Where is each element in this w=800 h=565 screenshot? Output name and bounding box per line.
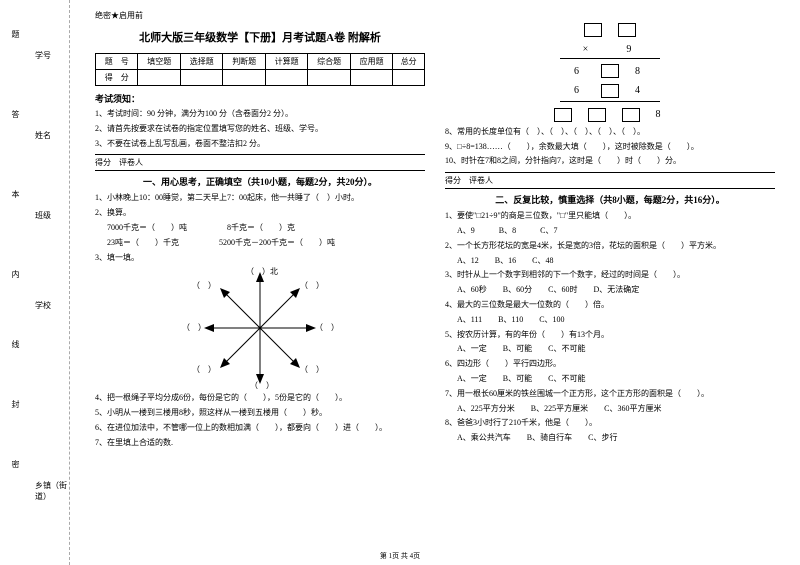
margin-vert: 题 bbox=[10, 30, 21, 38]
q6: 6、在进位加法中，不管哪一位上的数相加满（ ），都要向（ ）进（ ）。 bbox=[95, 422, 425, 435]
margin-label: 学号 bbox=[35, 50, 51, 61]
margin-vert: 密 bbox=[10, 460, 21, 468]
th: 填空题 bbox=[138, 54, 180, 70]
margin-vert: 封 bbox=[10, 400, 21, 408]
td bbox=[138, 70, 180, 86]
th: 综合题 bbox=[308, 54, 350, 70]
blank-box bbox=[584, 23, 602, 37]
q4: 4、把一根绳子平均分成6份，每份是它的（ ），5份是它的（ ）。 bbox=[95, 392, 425, 405]
mult-9: 9 bbox=[626, 44, 637, 55]
q2a: 7000千克＝（ ）吨 8千克＝（ ）克 bbox=[95, 222, 425, 235]
mult-line bbox=[560, 58, 660, 59]
compass-diagram: （ ）北 （ ） （ ） （ ） （ ） （ ） （ ） （ ） bbox=[200, 268, 320, 388]
td bbox=[350, 70, 392, 86]
notice-head: 考试须知： bbox=[95, 92, 425, 105]
q1: 1、小林晚上10：00睡觉，第二天早上7：00起床，他一共睡了（ ）小时。 bbox=[95, 192, 425, 205]
binding-margin: 题 学号 答 姓名 本 班级 内 学校 线 封 密 乡镇（街道） bbox=[0, 0, 70, 565]
main-content: 绝密★启用前 北师大版三年级数学【下册】月考试题A卷 附解析 题 号 填空题 选… bbox=[70, 0, 800, 565]
th: 应用题 bbox=[350, 54, 392, 70]
s2q6: 6、四边形（ ）平行四边形。 bbox=[445, 358, 775, 371]
mult-op: × 9 bbox=[545, 40, 675, 55]
score-row: 得分 评卷人 bbox=[95, 154, 425, 171]
mult-top bbox=[545, 20, 675, 37]
th: 选择题 bbox=[180, 54, 222, 70]
section1-title: 一、用心思考，正确填空（共10小题，每题2分，共20分）。 bbox=[95, 175, 425, 188]
mult-r1: 6 8 bbox=[545, 62, 675, 79]
q9: 9、□÷8=138……（ ），余数最大填（ ），这时被除数是（ ）。 bbox=[445, 141, 775, 154]
th: 题 号 bbox=[96, 54, 138, 70]
s2q1: 1、要使"□21÷9"的商是三位数，"□"里只能填（ ）。 bbox=[445, 210, 775, 223]
notice-item: 2、请首先按要求在试卷的指定位置填写您的姓名、班级、学号。 bbox=[95, 123, 425, 136]
blank-box bbox=[601, 84, 619, 98]
s2q1-opts: A、9 B、8 C、7 bbox=[445, 225, 775, 238]
section2-title: 二、反复比较，慎重选择（共8小题，每题2分，共16分）。 bbox=[445, 193, 775, 206]
s2q7-opts: A、225平方分米 B、225平方厘米 C、360平方厘米 bbox=[445, 403, 775, 416]
multiplication-work: × 9 6 8 6 4 8 bbox=[545, 20, 675, 122]
mult-line bbox=[560, 101, 660, 102]
s2q3-opts: A、60秒 B、60分 C、60时 D、无法确定 bbox=[445, 284, 775, 297]
q8: 8、常用的长度单位有（ ）、（ ）、（ ）、（ ）、（ ）。 bbox=[445, 126, 775, 139]
dir-ne: （ ） bbox=[300, 280, 324, 291]
q10: 10、时针在7和8之间，分针指向7，这时是（ ）时（ ）分。 bbox=[445, 155, 775, 168]
margin-vert: 答 bbox=[10, 110, 21, 118]
mult-r3: 8 bbox=[545, 105, 675, 122]
s2q5: 5、按农历计算，有的年份（ ）有13个月。 bbox=[445, 329, 775, 342]
dir-nw: （ ） bbox=[192, 280, 216, 291]
mult-r2: 6 4 bbox=[545, 81, 675, 98]
s2q8-opts: A、乘公共汽车 B、骑自行车 C、步行 bbox=[445, 432, 775, 445]
th: 判断题 bbox=[223, 54, 265, 70]
td bbox=[393, 70, 425, 86]
dir-sw: （ ） bbox=[192, 364, 216, 375]
blank-box bbox=[622, 108, 640, 122]
score-table: 题 号 填空题 选择题 判断题 计算题 综合题 应用题 总分 得 分 bbox=[95, 53, 425, 86]
th: 计算题 bbox=[265, 54, 307, 70]
q2b: 23吨＝（ ）千克 5200千克－200千克＝（ ）吨 bbox=[95, 237, 425, 250]
blank-box bbox=[601, 64, 619, 78]
confidential-tag: 绝密★启用前 bbox=[95, 10, 425, 21]
margin-label: 学校 bbox=[35, 300, 51, 311]
s2q8: 8、爸爸3小时行了210千米，他是（ ）。 bbox=[445, 417, 775, 430]
q7: 7、在里填上合适的数. bbox=[95, 437, 425, 450]
s2q6-opts: A、一定 B、可能 C、不可能 bbox=[445, 373, 775, 386]
margin-vert: 内 bbox=[10, 270, 21, 278]
s2q4: 4、最大的三位数是最大一位数的（ ）倍。 bbox=[445, 299, 775, 312]
td bbox=[308, 70, 350, 86]
q2: 2、换算。 bbox=[95, 207, 425, 220]
q5: 5、小明从一楼到三楼用8秒，照这样从一楼到五楼用（ ）秒。 bbox=[95, 407, 425, 420]
page-footer: 第 1页 共 4页 bbox=[0, 551, 800, 561]
dir-n: （ ）北 bbox=[246, 266, 278, 277]
s2q5-opts: A、一定 B、可能 C、不可能 bbox=[445, 343, 775, 356]
left-column: 绝密★启用前 北师大版三年级数学【下册】月考试题A卷 附解析 题 号 填空题 选… bbox=[85, 10, 435, 555]
right-column: × 9 6 8 6 4 8 8、常用的长度单位有（ ）、（ ）、（ ）、（ ）、… bbox=[435, 10, 785, 555]
dir-e: （ ） bbox=[315, 322, 339, 333]
dir-w: （ ） bbox=[182, 322, 206, 333]
s2q4-opts: A、111 B、110 C、100 bbox=[445, 314, 775, 327]
s2q2-opts: A、12 B、16 C、48 bbox=[445, 255, 775, 268]
td bbox=[265, 70, 307, 86]
s2q3: 3、时针从上一个数字到相邻的下一个数字，经过的时间是（ ）。 bbox=[445, 269, 775, 282]
mult-sign: × bbox=[583, 44, 595, 55]
th: 总分 bbox=[393, 54, 425, 70]
notice-item: 1、考试时间：90 分钟，满分为100 分（含卷面分2 分）。 bbox=[95, 108, 425, 121]
td bbox=[223, 70, 265, 86]
notice-item: 3、不要在试卷上乱写乱画，卷面不整洁扣2 分。 bbox=[95, 138, 425, 151]
td: 得 分 bbox=[96, 70, 138, 86]
td bbox=[180, 70, 222, 86]
blank-box bbox=[554, 108, 572, 122]
blank-box bbox=[588, 108, 606, 122]
q3: 3、填一填。 bbox=[95, 252, 425, 265]
blank-box bbox=[618, 23, 636, 37]
dir-se: （ ） bbox=[300, 364, 324, 375]
margin-label: 乡镇（街道） bbox=[35, 480, 69, 502]
margin-vert: 线 bbox=[10, 340, 21, 348]
dir-s: （ ） bbox=[250, 380, 274, 391]
margin-label: 班级 bbox=[35, 210, 51, 221]
s2q2: 2、一个长方形花坛的宽是4米，长是宽的3倍，花坛的面积是（ ）平方米。 bbox=[445, 240, 775, 253]
s2q7: 7、用一根长60厘米的铁丝围城一个正方形，这个正方形的面积是（ ）。 bbox=[445, 388, 775, 401]
score-row: 得分 评卷人 bbox=[445, 172, 775, 189]
margin-vert: 本 bbox=[10, 190, 21, 198]
exam-title: 北师大版三年级数学【下册】月考试题A卷 附解析 bbox=[95, 29, 425, 45]
margin-label: 姓名 bbox=[35, 130, 51, 141]
